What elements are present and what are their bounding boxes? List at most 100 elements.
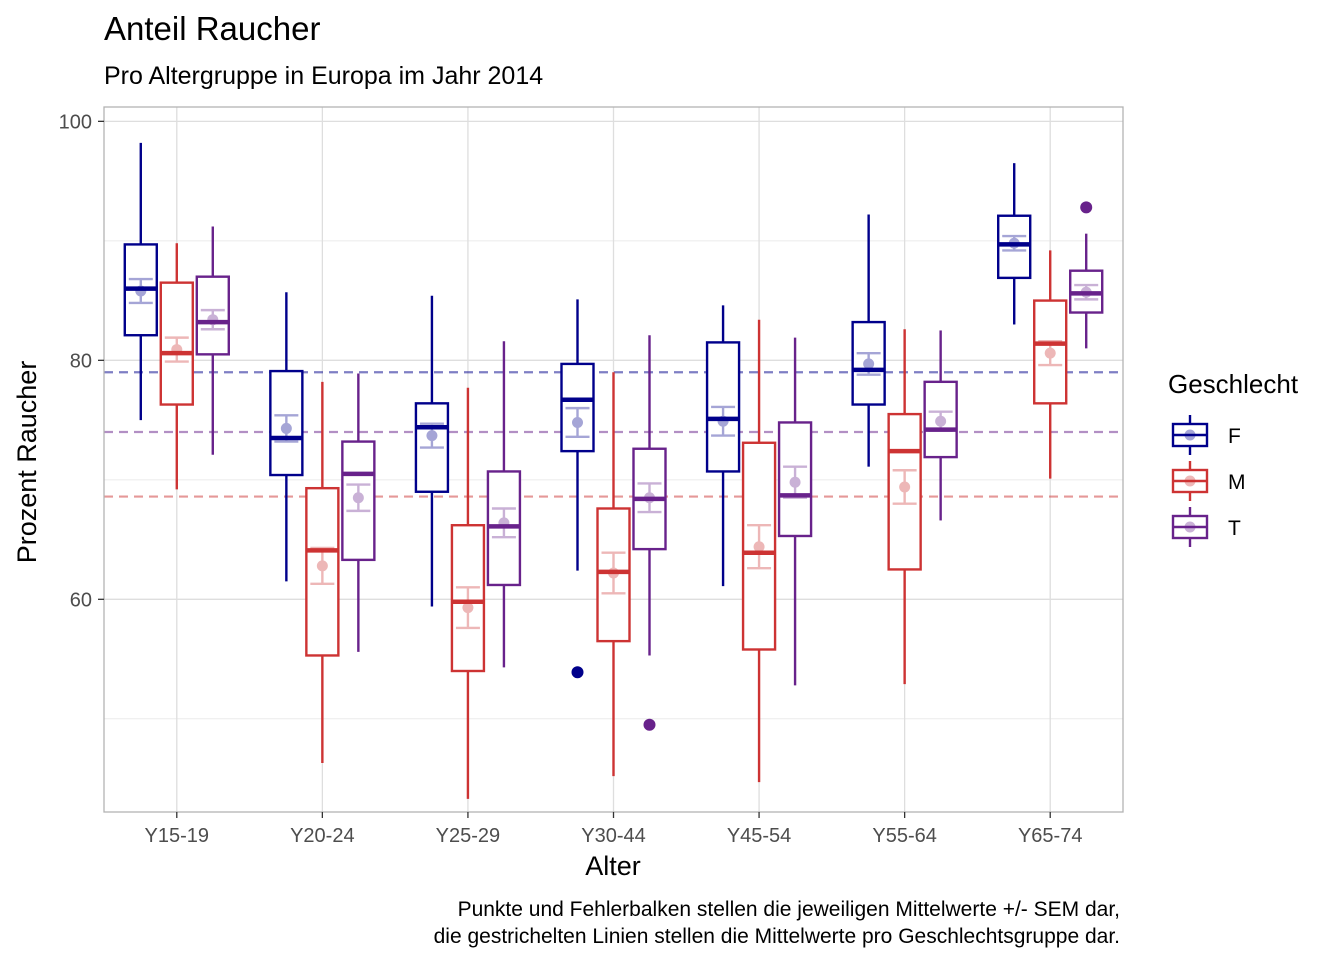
mean-point [498, 517, 510, 529]
chart-subtitle: Pro Altergruppe in Europa im Jahr 2014 [104, 62, 543, 90]
mean-errorbar [346, 483, 371, 513]
legend-item-F: F [1171, 415, 1241, 455]
mean-point [352, 492, 364, 504]
mean-point [171, 344, 183, 356]
box-body [1033, 299, 1068, 405]
box-M-Y55-64 [887, 329, 922, 685]
box-M-Y65-74 [1033, 250, 1068, 479]
x-tick-label: Y15-19 [145, 825, 210, 847]
mean-point [572, 416, 583, 428]
x-tick-label: Y55-64 [872, 825, 937, 847]
mean-point [608, 567, 619, 579]
box-F-Y30-44 [560, 299, 595, 679]
box-body [997, 214, 1032, 280]
outlier-point [643, 718, 656, 731]
box-F-Y25-29 [414, 295, 450, 607]
chart-title: Anteil Raucher [104, 10, 320, 47]
box-F-Y15-19 [123, 142, 158, 421]
box-body [923, 380, 958, 459]
legend-label: F [1228, 425, 1241, 448]
box-M-Y25-29 [450, 387, 486, 799]
x-axis-title: Alter [585, 851, 641, 881]
box-body [159, 281, 194, 406]
box-body [305, 486, 340, 657]
legend-key-mean-point [1184, 429, 1196, 441]
box-body [705, 341, 741, 473]
mean-errorbar [637, 482, 662, 514]
box-T-Y25-29 [486, 341, 522, 668]
mean-errorbar [711, 405, 736, 437]
mean-errorbar [565, 406, 590, 438]
y-axis-title: Prozent Raucher [12, 361, 42, 564]
mean-errorbar [1074, 283, 1099, 301]
outlier-point [1080, 201, 1093, 214]
box-body [450, 524, 486, 673]
caption-line-2: die gestrichelten Linien stellen die Mit… [434, 925, 1120, 948]
mean-point [280, 422, 292, 434]
mean-errorbar [783, 465, 808, 499]
box-body [887, 412, 922, 571]
mean-errorbar [274, 414, 299, 443]
mean-errorbar [1002, 234, 1027, 252]
box-F-Y45-54 [705, 305, 741, 587]
box-groups [123, 142, 1104, 799]
box-M-Y45-54 [741, 319, 777, 783]
box-body [195, 275, 230, 356]
mean-point [789, 476, 801, 488]
y-tick-label: 100 [59, 111, 92, 133]
box-T-Y65-74 [1069, 201, 1104, 349]
legend-label: T [1228, 517, 1241, 540]
box-body [741, 441, 777, 651]
mean-point [316, 560, 328, 572]
mean-errorbar [419, 422, 444, 449]
box-T-Y55-64 [923, 330, 958, 521]
box-F-Y65-74 [997, 163, 1032, 325]
box-body [269, 369, 304, 477]
mean-point [717, 415, 729, 427]
mean-point [644, 492, 655, 504]
mean-point [1044, 347, 1056, 359]
box-T-Y20-24 [341, 373, 376, 652]
mean-errorbar [1038, 340, 1063, 367]
x-tick-label: Y25-29 [436, 825, 501, 847]
x-tick-label: Y20-24 [290, 825, 355, 847]
legend-item-T: T [1171, 507, 1241, 547]
mean-errorbar [310, 546, 335, 585]
x-axis: Y15-19 Y20-24 Y25-29 Y30-44 Y45-54 Y55-64 Y65-… [145, 812, 1083, 847]
mean-point [462, 602, 474, 614]
box-M-Y30-44 [596, 372, 631, 777]
mean-errorbar [128, 277, 153, 305]
box-body [596, 507, 631, 643]
mean-errorbar [200, 308, 225, 331]
box-M-Y15-19 [159, 243, 194, 490]
box-body [777, 421, 813, 538]
mean-point [899, 481, 911, 493]
mean-errorbar [747, 524, 772, 570]
box-body [851, 320, 886, 406]
legend: Geschlecht FMT [1168, 369, 1299, 547]
x-tick-label: Y30-44 [581, 825, 646, 847]
legend-title: Geschlecht [1168, 369, 1299, 399]
box-F-Y55-64 [851, 214, 886, 467]
mean-point [135, 285, 147, 297]
caption-line-1: Punkte und Fehlerbalken stellen die jewe… [458, 898, 1120, 921]
mean-errorbar [455, 586, 480, 630]
box-F-Y20-24 [269, 292, 304, 582]
mean-point [1008, 237, 1020, 249]
mean-errorbar [164, 336, 189, 363]
legend-label: M [1228, 471, 1246, 494]
box-T-Y30-44 [632, 335, 667, 731]
mean-errorbar [491, 507, 516, 539]
box-T-Y15-19 [195, 226, 230, 455]
x-tick-label: Y45-54 [727, 825, 792, 847]
legend-item-M: M [1171, 461, 1246, 501]
mean-point [753, 541, 765, 553]
mean-errorbar [856, 351, 881, 376]
mean-point [1080, 286, 1092, 298]
mean-errorbar [928, 410, 953, 433]
y-axis: 60 80 100 [59, 111, 104, 611]
x-tick-label: Y65-74 [1018, 825, 1083, 847]
mean-errorbar [601, 551, 626, 595]
mean-point [863, 358, 875, 370]
